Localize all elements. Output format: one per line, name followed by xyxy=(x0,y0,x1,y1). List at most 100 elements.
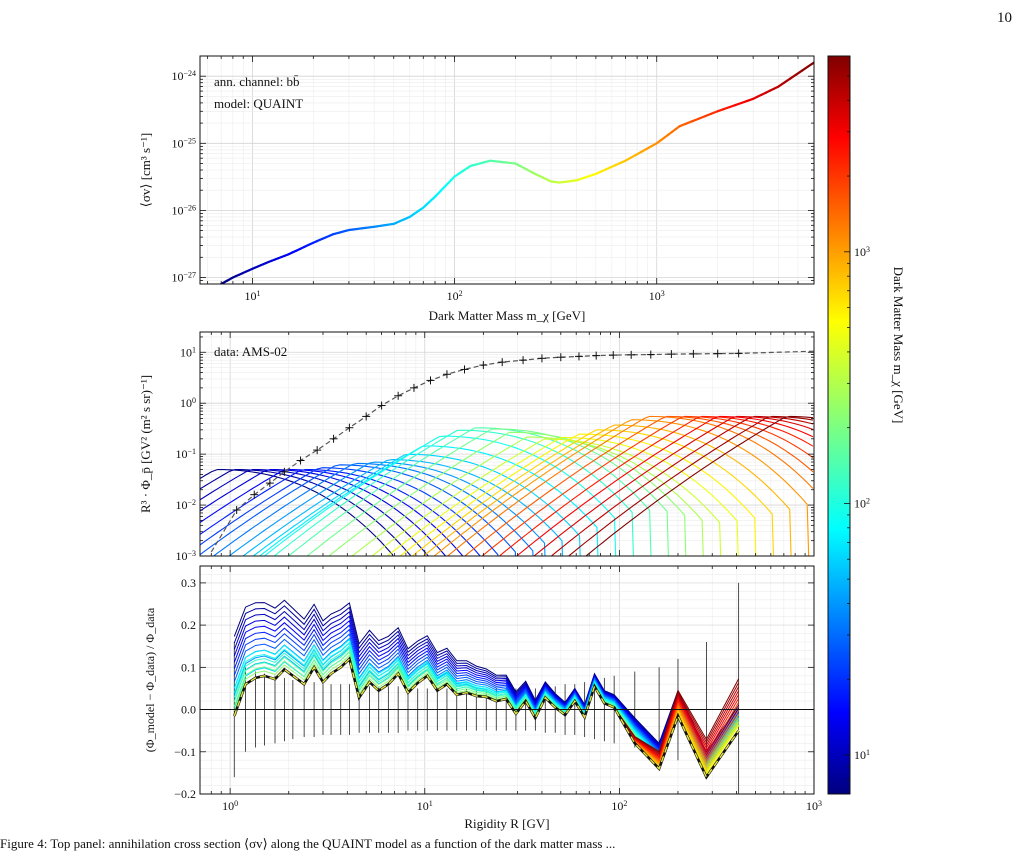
data-point xyxy=(377,401,386,410)
colorbar-tick-label: 103 xyxy=(854,244,870,259)
dm-flux-curve xyxy=(567,415,814,556)
x-tick-label: 101 xyxy=(417,799,433,814)
data-point xyxy=(479,361,488,370)
data-point xyxy=(394,391,403,400)
dm-flux-curve xyxy=(306,428,669,556)
cross-section-curve-segment xyxy=(703,112,713,118)
data-point xyxy=(296,456,305,465)
cross-section-curve-segment xyxy=(678,122,688,128)
data-point xyxy=(498,358,507,367)
data-point xyxy=(646,350,655,359)
dm-flux-curve xyxy=(550,415,814,556)
colorbar: 101 102 103 Dark Matter Mass m_χ [GeV] xyxy=(827,55,906,795)
data-point xyxy=(442,370,451,379)
cross-section-curve-segment xyxy=(777,81,786,88)
dm-flux-curve xyxy=(200,468,411,556)
dm-flux-curve xyxy=(399,433,757,556)
dm-flux-curve xyxy=(258,445,599,556)
cross-section-curve-segment xyxy=(801,65,810,72)
cross-section-curve-segment xyxy=(789,73,798,80)
data-point xyxy=(713,349,722,358)
axes-frame xyxy=(199,331,815,557)
dm-flux-curve xyxy=(252,453,581,556)
x-tick-label: 102 xyxy=(447,289,463,304)
data-point xyxy=(627,350,636,359)
data-point xyxy=(519,356,528,365)
data-point xyxy=(250,490,259,499)
y-tick-label: 0.2 xyxy=(181,618,196,632)
figure-caption: Figure 4: Top panel: annihilation cross … xyxy=(0,836,616,851)
y-tick-label: 10−1 xyxy=(175,447,196,462)
y-tick-label: −0.2 xyxy=(174,787,196,801)
x-tick-label: 102 xyxy=(611,799,627,814)
data-point xyxy=(345,423,354,432)
best-fit-curve xyxy=(233,657,740,779)
dm-flux-curve xyxy=(242,459,564,556)
cross-section-curve-segment xyxy=(783,77,792,84)
data-point xyxy=(556,353,565,362)
data-point xyxy=(574,352,583,361)
dm-flux-curve xyxy=(411,429,775,556)
flux-panel: 10−3 10−2 10−1 100 101 data: AMS-02 R³ · Φ_p̄ … xyxy=(138,331,815,564)
x-tick-label: 103 xyxy=(806,799,822,814)
y-axis-label: (Φ_model − Φ_data) / Φ_data xyxy=(143,607,157,752)
colorbar-tick-label: 101 xyxy=(854,748,870,763)
page-number: 10 xyxy=(997,10,1012,26)
cross-section-curve-segment xyxy=(795,69,804,76)
panel-annotation: ann. channel: bb̄ xyxy=(214,74,300,89)
y-tick-label: 10−26 xyxy=(171,203,196,218)
data-point xyxy=(609,351,618,360)
y-tick-label: 10−25 xyxy=(171,136,196,151)
cross-section-curve-segment xyxy=(684,120,694,125)
y-tick-label: −0.1 xyxy=(174,745,196,759)
dm-flux-curve xyxy=(351,436,704,556)
dm-flux-curve xyxy=(263,435,617,556)
data-point xyxy=(667,350,676,359)
axes-frame xyxy=(199,565,815,795)
dm-flux-curve xyxy=(371,438,722,556)
data-point xyxy=(734,349,743,358)
dm-flux-curve xyxy=(200,468,429,556)
colorbar-gradient xyxy=(827,55,851,795)
dm-flux-curve xyxy=(328,431,687,556)
data-point xyxy=(362,412,371,421)
x-axis-label: Rigidity R [GV] xyxy=(464,816,549,831)
data-point xyxy=(265,479,274,488)
dm-flux-curve xyxy=(422,424,792,556)
data-point xyxy=(313,446,322,455)
axes-frame xyxy=(199,55,815,285)
dm-flux-curve xyxy=(481,415,814,556)
dm-flux-curve xyxy=(200,464,517,556)
cross-section-curve-segment xyxy=(691,117,700,123)
dm-flux-curve xyxy=(498,415,814,556)
dm-flux-curve xyxy=(200,467,499,556)
y-tick-label: 0.3 xyxy=(181,576,196,590)
dm-flux-curve xyxy=(433,419,810,556)
cross-section-curve-segment xyxy=(710,110,719,115)
y-tick-label: 0.0 xyxy=(181,703,196,717)
data-point xyxy=(426,376,435,385)
data-point xyxy=(689,349,698,358)
y-axis-label: ⟨σv⟩ [cm³ s⁻¹] xyxy=(138,133,153,207)
x-tick-label: 101 xyxy=(244,289,260,304)
panel-annotation: data: AMS-02 xyxy=(214,344,287,359)
dm-flux-curve xyxy=(228,461,546,556)
dm-flux-curve xyxy=(200,468,481,556)
y-tick-label: 10−3 xyxy=(175,549,196,564)
dm-flux-curve xyxy=(386,436,739,556)
dm-flux-curve xyxy=(200,468,446,556)
y-tick-label: 10−27 xyxy=(171,270,196,285)
dm-flux-curve xyxy=(585,415,814,556)
data-point xyxy=(409,383,418,392)
dm-flux-curve xyxy=(273,429,634,556)
data-point xyxy=(329,434,338,443)
figure: 101 102 103 10−27 10−26 10−25 10−24 ann. channe… xyxy=(138,55,906,831)
grid xyxy=(200,55,815,285)
y-tick-label: 0.1 xyxy=(181,660,196,674)
panel-annotation: model: QUAINT xyxy=(214,96,303,111)
x-tick-label: 100 xyxy=(222,799,238,814)
y-axis-label: R³ · Φ_p̄ [GV² (m² s sr)⁻¹] xyxy=(138,375,153,513)
dm-flux-curve xyxy=(533,415,814,556)
cross-section-curve-segment xyxy=(697,115,707,120)
colorbar-label: Dark Matter Mass m_χ [GeV] xyxy=(891,267,906,424)
